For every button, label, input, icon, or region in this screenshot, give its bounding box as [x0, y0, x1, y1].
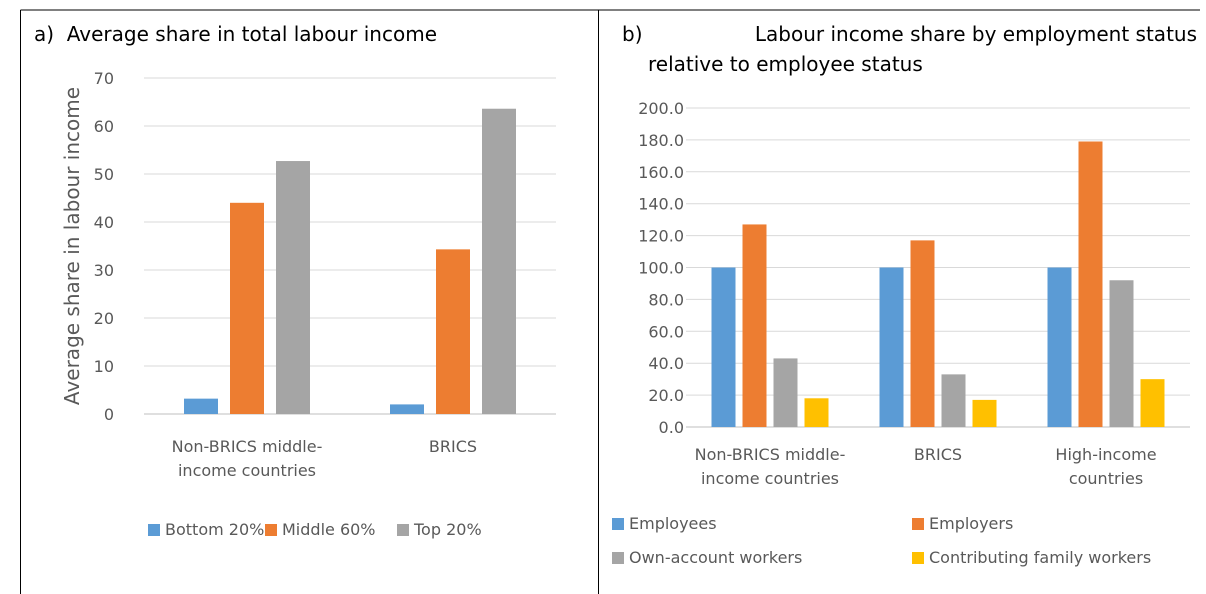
panel-b-title-line-1: Labour income share by employment status [754, 22, 1197, 46]
y-tick-label: 50 [94, 165, 114, 184]
y-axis-label: Average share in labour income [60, 87, 84, 405]
x-tick-label: income countries [178, 461, 316, 480]
bar [879, 267, 904, 427]
x-tick-label: High-income [1055, 445, 1156, 464]
y-tick-label: 70 [94, 69, 114, 88]
y-tick-label: 160.0 [638, 163, 684, 182]
y-tick-label: 40.0 [648, 354, 684, 373]
panel-a-label: a) [34, 22, 55, 46]
legend-swatch [912, 552, 924, 564]
panel-b-label: b) [622, 22, 643, 46]
legend-swatch [612, 552, 624, 564]
bar [230, 202, 264, 414]
bar [1140, 379, 1165, 427]
legend-label: Own-account workers [629, 548, 802, 567]
legend-swatch [397, 524, 409, 536]
legend-label: Contributing family workers [929, 548, 1151, 567]
panel-a-title-text: Average share in total labour income [66, 22, 437, 46]
legend-label: Middle 60% [282, 520, 376, 539]
x-tick-label: Non-BRICS middle- [695, 445, 846, 464]
y-tick-label: 0 [104, 405, 114, 424]
bar [941, 374, 966, 427]
bar [804, 398, 829, 427]
bar [1109, 280, 1134, 427]
bar [184, 398, 218, 414]
bar [1078, 141, 1103, 427]
y-tick-label: 80.0 [648, 290, 684, 309]
bar [482, 108, 516, 414]
legend-swatch [148, 524, 160, 536]
y-tick-label: 100.0 [638, 259, 684, 278]
legend-label: Employers [929, 514, 1013, 533]
y-tick-label: 0.0 [659, 418, 684, 437]
y-tick-label: 40 [94, 213, 114, 232]
y-tick-label: 180.0 [638, 131, 684, 150]
y-tick-label: 20.0 [648, 386, 684, 405]
bar [773, 358, 798, 427]
panel-b-title-line-2: relative to employee status [648, 52, 923, 76]
y-tick-label: 60.0 [648, 322, 684, 341]
chart-a: 0 10 20 30 40 50 60 70 Average share in labour i… [60, 69, 556, 539]
y-tick-label: 20 [94, 309, 114, 328]
bar [910, 240, 935, 427]
y-tick-label: 200.0 [638, 99, 684, 118]
bar [742, 224, 767, 427]
legend-label: Bottom 20% [165, 520, 264, 539]
bar [390, 404, 424, 414]
x-tick-label: BRICS [429, 437, 477, 456]
legend-swatch [265, 524, 277, 536]
bar [972, 399, 997, 427]
x-tick-label: countries [1069, 469, 1143, 488]
x-tick-label: income countries [701, 469, 839, 488]
y-tick-label: 10 [94, 357, 114, 376]
bar [1047, 267, 1072, 427]
bar [711, 267, 736, 427]
legend-label: Top 20% [413, 520, 482, 539]
x-tick-label: Non-BRICS middle- [172, 437, 323, 456]
legend-swatch [612, 518, 624, 530]
bar [436, 249, 470, 414]
y-tick-label: 140.0 [638, 195, 684, 214]
y-tick-label: 60 [94, 117, 114, 136]
y-tick-label: 30 [94, 261, 114, 280]
y-tick-label: 120.0 [638, 227, 684, 246]
bar [276, 161, 310, 414]
legend-swatch [912, 518, 924, 530]
legend-label: Employees [629, 514, 717, 533]
x-tick-label: BRICS [914, 445, 962, 464]
panel-b-title: b) Labour income share by employment sta… [622, 19, 1197, 79]
panel-a-title: a) Average share in total labour income [34, 19, 437, 49]
